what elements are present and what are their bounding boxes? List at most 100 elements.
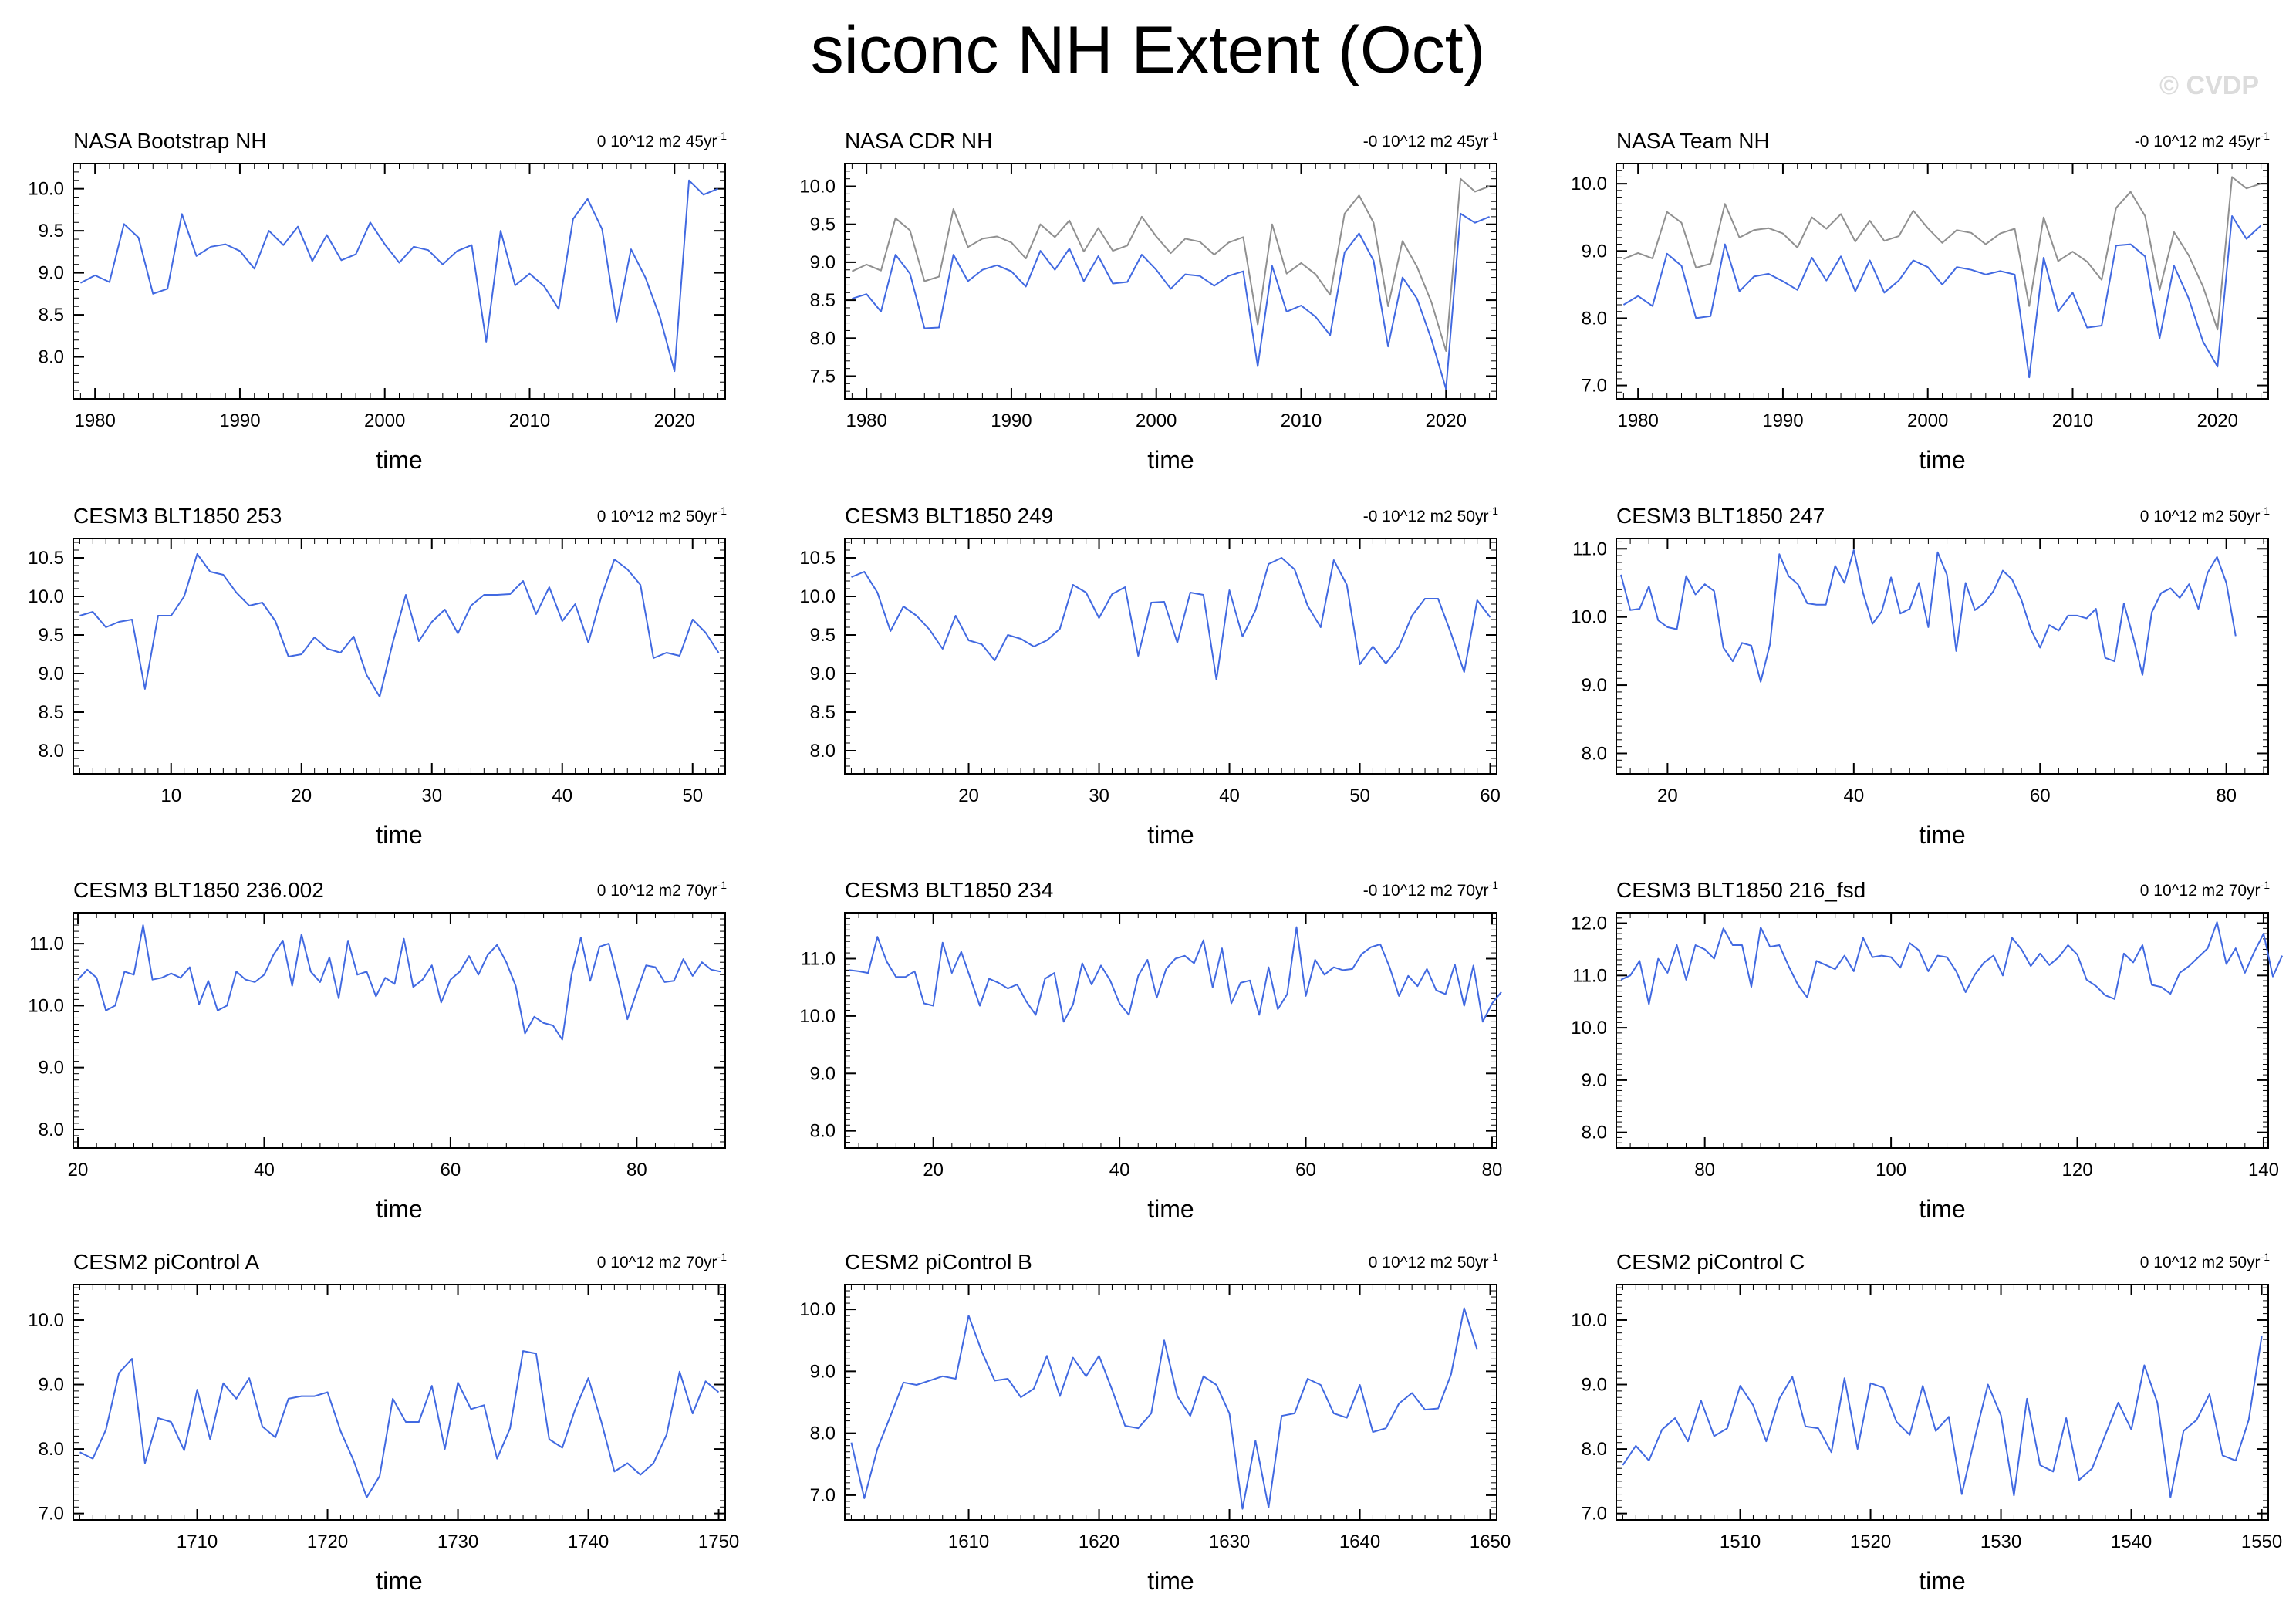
x-tick-label: 1720 xyxy=(307,1532,348,1552)
trend-label: -0 10^12 m2 45yr-1 xyxy=(2135,130,2270,150)
plot-frame xyxy=(1616,538,2269,775)
watermark: © CVDP xyxy=(2159,71,2259,100)
chart-panel: CESM3 BLT1850 216_fsd 0 10^12 m2 70yr-1 80… xyxy=(1571,878,2284,1223)
trend-label: -0 10^12 m2 70yr-1 xyxy=(1363,879,1498,900)
x-tick-label: 1530 xyxy=(1980,1532,2021,1552)
x-tick-label: 20 xyxy=(291,785,312,806)
y-tick-label: 9.0 xyxy=(1582,1070,1607,1091)
y-tick-label: 8.0 xyxy=(39,347,64,368)
trend-label: 0 10^12 m2 70yr-1 xyxy=(2140,879,2270,900)
x-tick-label: 1710 xyxy=(177,1532,218,1552)
y-tick-label: 10.5 xyxy=(28,548,64,569)
x-axis-label: time xyxy=(1147,1195,1194,1223)
x-axis-label: time xyxy=(376,821,422,849)
plot-frame xyxy=(844,163,1497,400)
x-axis-label: time xyxy=(376,446,422,474)
panel-title: CESM3 BLT1850 253 xyxy=(73,504,282,528)
y-tick-label: 8.0 xyxy=(810,1121,836,1142)
panel-title: CESM2 piControl B xyxy=(845,1250,1032,1274)
series-line xyxy=(851,177,1490,352)
trend-label: 0 10^12 m2 50yr-1 xyxy=(2140,1251,2270,1271)
y-tick-label: 7.0 xyxy=(1582,1504,1607,1525)
x-tick-label: 40 xyxy=(1219,785,1240,806)
x-tick-label: 2020 xyxy=(654,410,695,431)
y-tick-label: 8.5 xyxy=(39,305,64,326)
y-tick-label: 9.0 xyxy=(39,1058,64,1079)
panel-title: NASA Bootstrap NH xyxy=(73,129,267,153)
panel-title: CESM2 piControl A xyxy=(73,1250,260,1274)
series-line xyxy=(852,212,1490,390)
panel-title: CESM3 BLT1850 234 xyxy=(845,878,1053,902)
x-tick-label: 20 xyxy=(958,785,979,806)
series-line xyxy=(77,924,721,1041)
x-tick-label: 60 xyxy=(441,1160,461,1180)
x-tick-label: 80 xyxy=(626,1160,647,1180)
x-tick-label: 40 xyxy=(254,1160,275,1180)
plot-frame xyxy=(844,912,1497,1149)
y-tick-label: 10.5 xyxy=(799,548,836,569)
y-tick-label: 8.0 xyxy=(1582,308,1607,329)
x-tick-label: 60 xyxy=(1480,785,1501,806)
panel-title: NASA Team NH xyxy=(1616,129,1770,153)
x-tick-label: 80 xyxy=(1694,1160,1715,1180)
y-tick-label: 10.0 xyxy=(28,586,64,607)
trend-label: 0 10^12 m2 70yr-1 xyxy=(597,1251,727,1271)
y-tick-label: 7.0 xyxy=(39,1504,64,1525)
x-tick-label: 50 xyxy=(1349,785,1370,806)
y-tick-label: 12.0 xyxy=(1571,914,1607,934)
x-axis-label: time xyxy=(376,1567,422,1595)
x-axis-label: time xyxy=(1147,1567,1194,1595)
y-tick-label: 9.5 xyxy=(810,625,836,646)
chart-panel: CESM3 BLT1850 253 0 10^12 m2 50yr-1 10 20 30… xyxy=(28,504,727,849)
chart-panel: CESM3 BLT1850 234 -0 10^12 m2 70yr-1 20 40 6… xyxy=(799,878,1502,1223)
series-line xyxy=(1622,1336,2263,1498)
plot-frame xyxy=(1616,912,2269,1149)
x-tick-label: 40 xyxy=(1843,785,1864,806)
y-tick-label: 10.0 xyxy=(1571,1310,1607,1331)
y-tick-label: 7.5 xyxy=(810,366,836,387)
x-tick-label: 60 xyxy=(1295,1160,1316,1180)
x-tick-label: 120 xyxy=(2062,1160,2093,1180)
x-tick-label: 80 xyxy=(1482,1160,1503,1180)
series-line xyxy=(79,1350,720,1498)
x-tick-label: 2020 xyxy=(1426,410,1467,431)
chart-panel: CESM2 piControl B 0 10^12 m2 50yr-1 1610 16… xyxy=(799,1250,1511,1595)
x-tick-label: 1650 xyxy=(1470,1532,1511,1552)
y-tick-label: 10.0 xyxy=(1571,1018,1607,1038)
x-tick-label: 1730 xyxy=(437,1532,478,1552)
chart-panel: CESM3 BLT1850 249 -0 10^12 m2 50yr-1 20 30 4… xyxy=(799,504,1501,849)
y-tick-label: 11.0 xyxy=(801,949,836,970)
x-tick-label: 20 xyxy=(68,1160,89,1180)
chart-panel: CESM2 piControl C 0 10^12 m2 50yr-1 1510 15… xyxy=(1571,1250,2282,1595)
trend-label: 0 10^12 m2 45yr-1 xyxy=(597,130,727,150)
y-tick-label: 8.0 xyxy=(1582,743,1607,764)
y-tick-label: 10.0 xyxy=(799,1006,836,1027)
trend-label: 0 10^12 m2 50yr-1 xyxy=(1369,1251,1498,1271)
series-line xyxy=(1620,549,2237,683)
x-tick-label: 20 xyxy=(1657,785,1678,806)
y-tick-label: 9.5 xyxy=(39,221,64,241)
trend-label: -0 10^12 m2 45yr-1 xyxy=(1363,130,1498,150)
y-tick-label: 11.0 xyxy=(29,934,64,954)
trend-label: 0 10^12 m2 50yr-1 xyxy=(597,505,727,525)
x-axis-label: time xyxy=(1919,1567,1965,1595)
x-tick-label: 20 xyxy=(923,1160,944,1180)
x-tick-label: 2010 xyxy=(509,410,550,431)
x-tick-label: 1990 xyxy=(219,410,260,431)
y-tick-label: 7.0 xyxy=(810,1485,836,1506)
figure-title: siconc NH Extent (Oct) xyxy=(810,13,1486,87)
series-line xyxy=(849,926,1502,1023)
x-tick-label: 1990 xyxy=(1762,410,1803,431)
y-tick-label: 10.0 xyxy=(1571,174,1607,194)
y-tick-label: 9.0 xyxy=(810,252,836,273)
x-tick-label: 1520 xyxy=(1850,1532,1891,1552)
y-tick-label: 8.0 xyxy=(810,328,836,349)
x-tick-label: 1740 xyxy=(568,1532,609,1552)
plot-frame xyxy=(73,1284,726,1521)
x-tick-label: 50 xyxy=(682,785,703,806)
y-tick-label: 8.0 xyxy=(810,1423,836,1444)
panel-title: NASA CDR NH xyxy=(845,129,992,153)
x-axis-label: time xyxy=(1919,821,1965,849)
y-tick-label: 9.0 xyxy=(810,1063,836,1084)
